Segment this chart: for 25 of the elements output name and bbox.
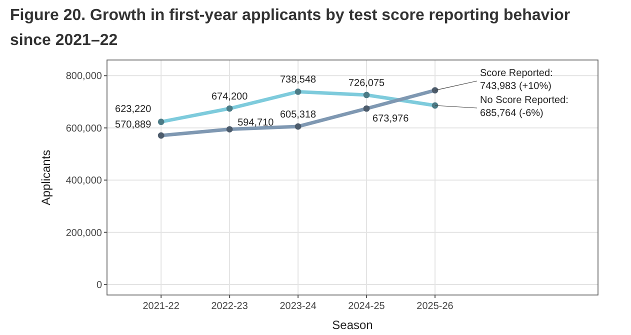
data-label: 743,983 (+10%) xyxy=(480,81,552,92)
data-label: 726,075 xyxy=(348,78,386,89)
x-tick-label: 2024-25 xyxy=(348,301,386,312)
data-label: 605,318 xyxy=(280,110,317,120)
x-tick-label: 2022-23 xyxy=(211,301,248,312)
data-label: 570,889 xyxy=(115,119,152,130)
data-label: 674,200 xyxy=(212,92,248,103)
x-axis-title: Season xyxy=(332,318,373,332)
data-label: 594,710 xyxy=(238,117,274,128)
y-axis-title: Applicants xyxy=(39,150,53,206)
data-label: 623,220 xyxy=(115,104,152,115)
y-tick-label: 0 xyxy=(96,280,102,292)
text: Score Reported: xyxy=(480,68,553,79)
chart-title: Figure 20. Growth in first-year applicants by test score reporting behavior since 2021–22 xyxy=(10,7,570,49)
data-label: 685,764 (-6%) xyxy=(480,108,544,119)
data-label: 673,976 xyxy=(372,114,410,125)
y-tick-label: 200,000 xyxy=(66,228,102,239)
x-tick-label: 2025-26 xyxy=(416,301,454,312)
data-label: 738,548 xyxy=(280,74,317,86)
text: No Score Reported: xyxy=(480,95,568,106)
x-tick-label: 2023-24 xyxy=(280,301,317,312)
y-tick-label: 600,000 xyxy=(66,123,102,134)
y-tick-label: 400,000 xyxy=(66,176,102,187)
x-tick-label: 2021-22 xyxy=(142,301,180,312)
y-tick-label: 800,000 xyxy=(66,71,102,82)
